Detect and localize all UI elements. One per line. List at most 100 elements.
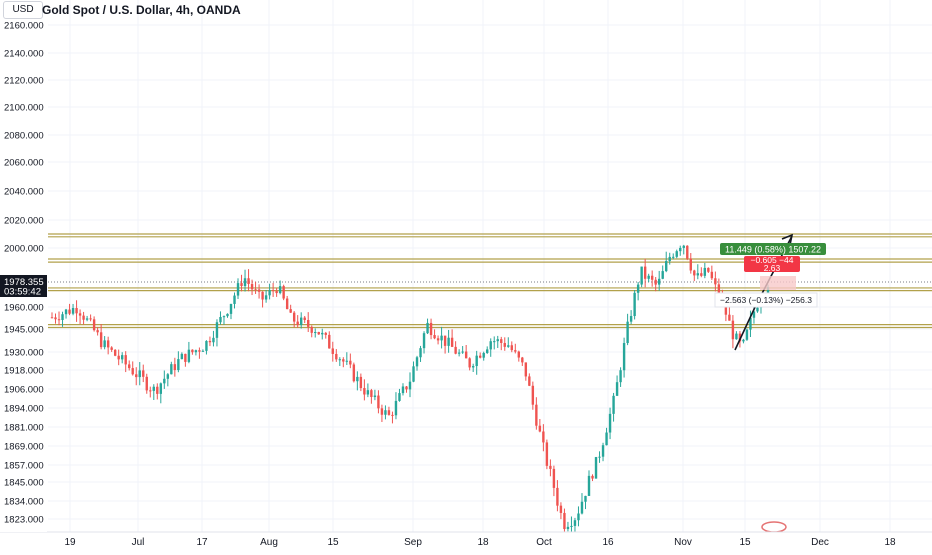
candle[interactable]	[693, 269, 696, 282]
candle[interactable]	[359, 373, 363, 392]
candle[interactable]	[657, 270, 661, 291]
candle[interactable]	[496, 335, 499, 348]
candle[interactable]	[166, 373, 170, 387]
candle[interactable]	[384, 405, 387, 420]
candle[interactable]	[328, 331, 331, 349]
candle[interactable]	[394, 392, 398, 420]
candle[interactable]	[714, 271, 717, 292]
candle[interactable]	[626, 313, 629, 346]
currency-label[interactable]: USD	[3, 1, 43, 19]
candle[interactable]	[735, 331, 738, 340]
candle[interactable]	[440, 326, 443, 349]
candle[interactable]	[742, 338, 745, 344]
candle[interactable]	[191, 349, 194, 355]
candle[interactable]	[296, 315, 299, 328]
candle[interactable]	[468, 357, 471, 371]
candle[interactable]	[457, 349, 461, 357]
candle[interactable]	[450, 329, 454, 348]
candle[interactable]	[443, 335, 447, 354]
candle[interactable]	[92, 316, 96, 332]
candle[interactable]	[633, 290, 636, 320]
candle[interactable]	[303, 316, 306, 324]
candle[interactable]	[71, 303, 75, 316]
candle[interactable]	[654, 276, 657, 292]
candle[interactable]	[731, 315, 735, 349]
candle[interactable]	[152, 384, 155, 401]
candle[interactable]	[198, 347, 201, 359]
candle[interactable]	[429, 318, 433, 340]
candle[interactable]	[370, 388, 373, 404]
candle[interactable]	[278, 280, 282, 295]
candle[interactable]	[201, 349, 205, 352]
candle[interactable]	[433, 329, 436, 340]
candle[interactable]	[686, 245, 689, 261]
candle[interactable]	[324, 331, 327, 339]
candle[interactable]	[363, 379, 366, 401]
candle[interactable]	[208, 336, 212, 347]
candle[interactable]	[507, 337, 510, 348]
candle[interactable]	[338, 357, 342, 366]
candle[interactable]	[570, 516, 573, 533]
candle[interactable]	[342, 357, 345, 368]
candle[interactable]	[640, 266, 643, 288]
candle[interactable]	[173, 357, 177, 377]
candle[interactable]	[703, 262, 707, 279]
candle[interactable]	[415, 355, 419, 371]
candle[interactable]	[138, 362, 141, 386]
candle[interactable]	[222, 315, 226, 325]
candle[interactable]	[250, 279, 254, 296]
candle[interactable]	[82, 311, 85, 325]
candle[interactable]	[566, 521, 570, 532]
candle[interactable]	[542, 424, 545, 452]
measure-small-box[interactable]	[714, 292, 818, 308]
candle[interactable]	[110, 346, 113, 352]
candle[interactable]	[247, 269, 250, 292]
candle[interactable]	[331, 341, 334, 362]
candle[interactable]	[552, 465, 556, 497]
candle[interactable]	[461, 346, 464, 354]
candle[interactable]	[194, 349, 198, 356]
candle[interactable]	[521, 356, 524, 366]
candle[interactable]	[373, 389, 377, 401]
candle[interactable]	[57, 311, 61, 326]
x-axis[interactable]: 19 Jul 17 Aug 15 Sep 18 Oct 16 Nov 15 Dec 18	[0, 531, 932, 550]
candle[interactable]	[517, 350, 521, 362]
candle[interactable]	[380, 404, 384, 422]
candle[interactable]	[240, 274, 243, 292]
candle[interactable]	[317, 331, 320, 335]
candle[interactable]	[682, 244, 685, 255]
candle[interactable]	[538, 418, 542, 433]
candle[interactable]	[489, 338, 492, 357]
candle[interactable]	[124, 351, 127, 373]
candle[interactable]	[408, 372, 412, 398]
candle[interactable]	[594, 456, 598, 479]
candle[interactable]	[675, 249, 678, 259]
candle[interactable]	[54, 313, 57, 324]
y-axis[interactable]: 2160.000 2140.000 2120.000 2100.000 2080.000…	[0, 18, 47, 532]
candle[interactable]	[243, 269, 247, 292]
candle[interactable]	[257, 284, 261, 299]
candle[interactable]	[106, 336, 110, 355]
candle[interactable]	[184, 353, 187, 367]
candle[interactable]	[622, 337, 626, 378]
candle[interactable]	[128, 360, 131, 371]
candle[interactable]	[707, 267, 710, 273]
candle[interactable]	[535, 397, 538, 430]
candle[interactable]	[271, 282, 275, 297]
candle[interactable]	[61, 311, 64, 327]
candle[interactable]	[398, 388, 401, 402]
candle[interactable]	[78, 309, 82, 325]
candle[interactable]	[345, 352, 349, 365]
candle[interactable]	[131, 361, 134, 376]
candle[interactable]	[145, 373, 148, 394]
candle[interactable]	[120, 352, 124, 364]
candle[interactable]	[661, 265, 664, 280]
candle[interactable]	[205, 340, 208, 355]
candle[interactable]	[177, 351, 180, 373]
candle[interactable]	[75, 300, 78, 322]
candle[interactable]	[422, 331, 426, 354]
candle[interactable]	[426, 318, 429, 335]
candle[interactable]	[292, 311, 296, 328]
candle[interactable]	[229, 303, 233, 320]
candle[interactable]	[482, 351, 485, 361]
